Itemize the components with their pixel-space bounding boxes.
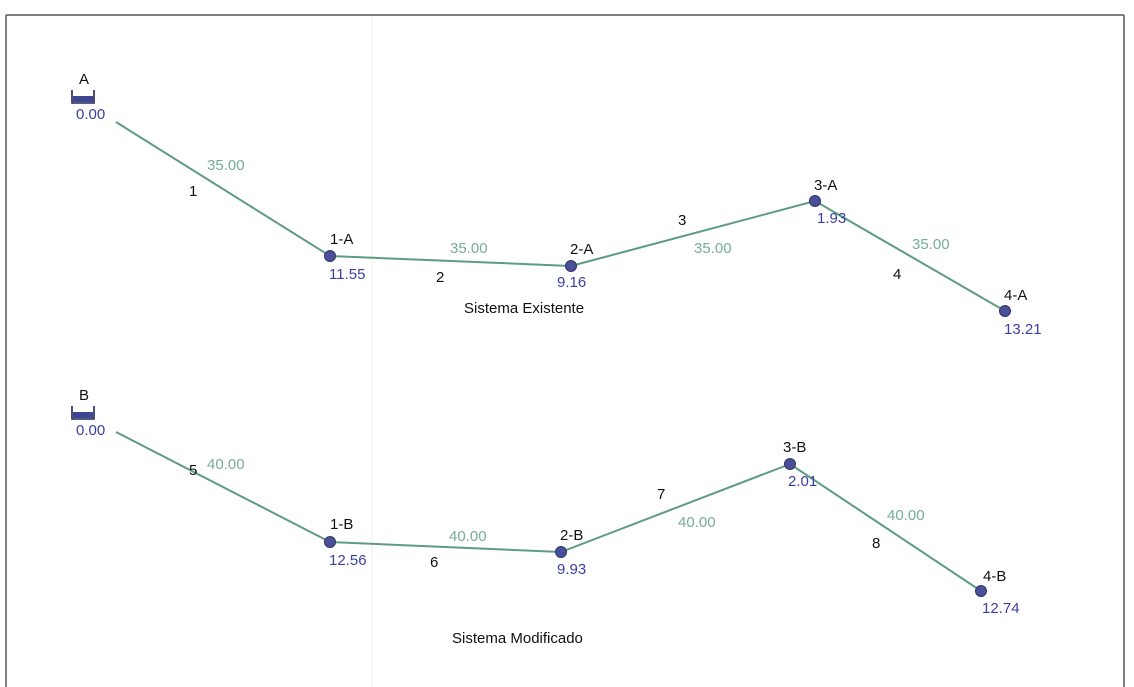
junction-2-B[interactable]: [555, 546, 567, 558]
junction-value: 9.16: [557, 274, 586, 291]
pipe-length: 35.00: [694, 240, 732, 257]
junction-name: 1-A: [330, 231, 353, 248]
pipe-6[interactable]: [329, 541, 562, 553]
junction-4-A[interactable]: [999, 305, 1011, 317]
pipe-5[interactable]: [115, 431, 331, 543]
junction-value: 9.93: [557, 561, 586, 578]
pipe-id: 7: [657, 486, 665, 503]
junction-name: 3-A: [814, 177, 837, 194]
pipe-id: 5: [189, 462, 197, 479]
pipe-id: 3: [678, 212, 686, 229]
pipe-id: 2: [436, 269, 444, 286]
junction-3-A[interactable]: [809, 195, 821, 207]
pipe-4[interactable]: [814, 200, 1006, 312]
reservoir-icon[interactable]: [71, 406, 95, 420]
junction-4-B[interactable]: [975, 585, 987, 597]
pipe-id: 1: [189, 183, 197, 200]
junction-name: 3-B: [783, 439, 806, 456]
reservoir-name: B: [79, 387, 89, 404]
system-existente: A 0.00 1-A 2-A 3-A 4-A 11.55 9.16 1.93 1…: [71, 71, 1042, 338]
junction-value: 2.01: [788, 473, 817, 490]
pipe-id: 8: [872, 535, 880, 552]
reservoir-name: A: [79, 71, 89, 88]
junction-name: 4-A: [1004, 287, 1027, 304]
junction-name: 2-B: [560, 527, 583, 544]
junction-2-A[interactable]: [565, 260, 577, 272]
junction-value: 11.55: [329, 266, 365, 283]
junction-1-A[interactable]: [324, 250, 336, 262]
junction-value: 12.74: [982, 600, 1020, 617]
junction-1-B[interactable]: [324, 536, 336, 548]
junction-3-B[interactable]: [784, 458, 796, 470]
system-title: Sistema Existente: [464, 300, 584, 317]
reservoir-value: 0.00: [76, 106, 105, 123]
reservoir-value: 0.00: [76, 422, 105, 439]
junction-value: 12.56: [329, 552, 367, 569]
reservoir-icon[interactable]: [71, 90, 95, 104]
pipe-length: 40.00: [887, 507, 925, 524]
junction-value: 13.21: [1004, 321, 1042, 338]
pipe-length: 40.00: [449, 528, 487, 545]
junction-name: 4-B: [983, 568, 1006, 585]
system-modificado: B 0.00 1-B 2-B 3-B 4-B 12.56 9.93 2.01 1…: [71, 387, 1020, 647]
pipe-length: 40.00: [207, 456, 245, 473]
pipe-3[interactable]: [570, 200, 816, 267]
pipe-8[interactable]: [789, 463, 982, 592]
pipe-length: 35.00: [450, 240, 488, 257]
pipe-7[interactable]: [560, 463, 791, 553]
junction-value: 1.93: [817, 210, 846, 227]
pipe-2[interactable]: [329, 255, 572, 267]
pipe-id: 6: [430, 554, 438, 571]
junction-name: 1-B: [330, 516, 353, 533]
pipe-length: 35.00: [207, 157, 245, 174]
junction-name: 2-A: [570, 241, 593, 258]
system-title: Sistema Modificado: [452, 630, 583, 647]
pipe-id: 4: [893, 266, 901, 283]
pipe-1[interactable]: [115, 121, 331, 257]
pipe-length: 35.00: [912, 236, 950, 253]
pipe-length: 40.00: [678, 514, 716, 531]
